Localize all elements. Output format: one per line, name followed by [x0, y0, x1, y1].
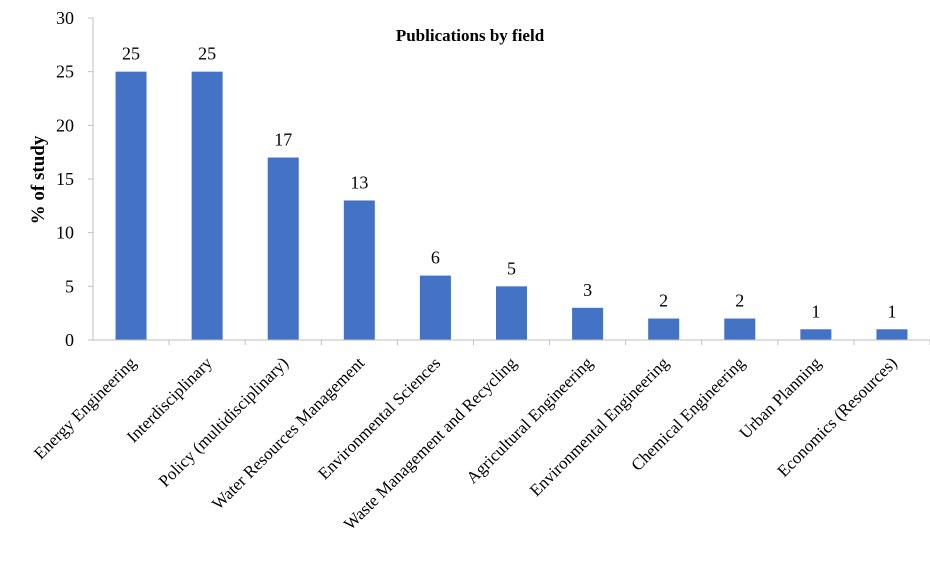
bar — [191, 71, 223, 341]
bar — [267, 157, 299, 340]
category-label: Water Resources Management — [208, 353, 368, 513]
data-label: 6 — [431, 248, 440, 268]
data-label: 2 — [659, 291, 668, 311]
y-tick-label: 5 — [65, 276, 74, 296]
y-tick-label: 25 — [56, 62, 74, 82]
data-label: 25 — [198, 44, 216, 64]
data-label: 25 — [122, 44, 140, 64]
data-label: 1 — [887, 301, 896, 321]
category-label: Agricultural Engineering — [462, 353, 596, 487]
data-label: 3 — [583, 280, 592, 300]
category-label: Energy Engineering — [30, 353, 140, 463]
data-label: 13 — [350, 172, 368, 192]
y-tick-label: 0 — [65, 330, 74, 350]
bar — [343, 200, 375, 340]
bar — [648, 318, 680, 340]
y-tick-label: 15 — [56, 169, 74, 189]
bar — [419, 275, 451, 340]
chart-title: Publications by field — [396, 26, 545, 45]
y-tick-label: 20 — [56, 115, 74, 135]
y-axis-label: % of study — [28, 135, 49, 224]
data-label: 1 — [811, 301, 820, 321]
category-labels: Energy EngineeringInterdisciplinaryPolic… — [30, 340, 930, 534]
bar — [800, 329, 832, 340]
bar — [876, 329, 908, 340]
data-label: 17 — [274, 130, 292, 150]
category-label: Environmental Engineering — [526, 353, 673, 500]
bar — [115, 71, 147, 341]
category-label: Environmental Sciences — [314, 353, 444, 483]
y-tick-label: 10 — [56, 223, 74, 243]
bar — [572, 307, 604, 340]
data-label: 2 — [735, 291, 744, 311]
y-tick-label: 30 — [56, 8, 74, 28]
bar — [724, 318, 756, 340]
data-labels: 25 25 17 13 6 5 3 2 2 1 1 — [122, 44, 896, 322]
category-label: Policy (multidisciplinary) — [155, 353, 292, 490]
bars — [115, 71, 908, 341]
bar — [496, 286, 527, 340]
data-label: 5 — [507, 258, 516, 278]
y-axis-ticks: 0 5 10 15 20 25 30 — [56, 8, 93, 350]
